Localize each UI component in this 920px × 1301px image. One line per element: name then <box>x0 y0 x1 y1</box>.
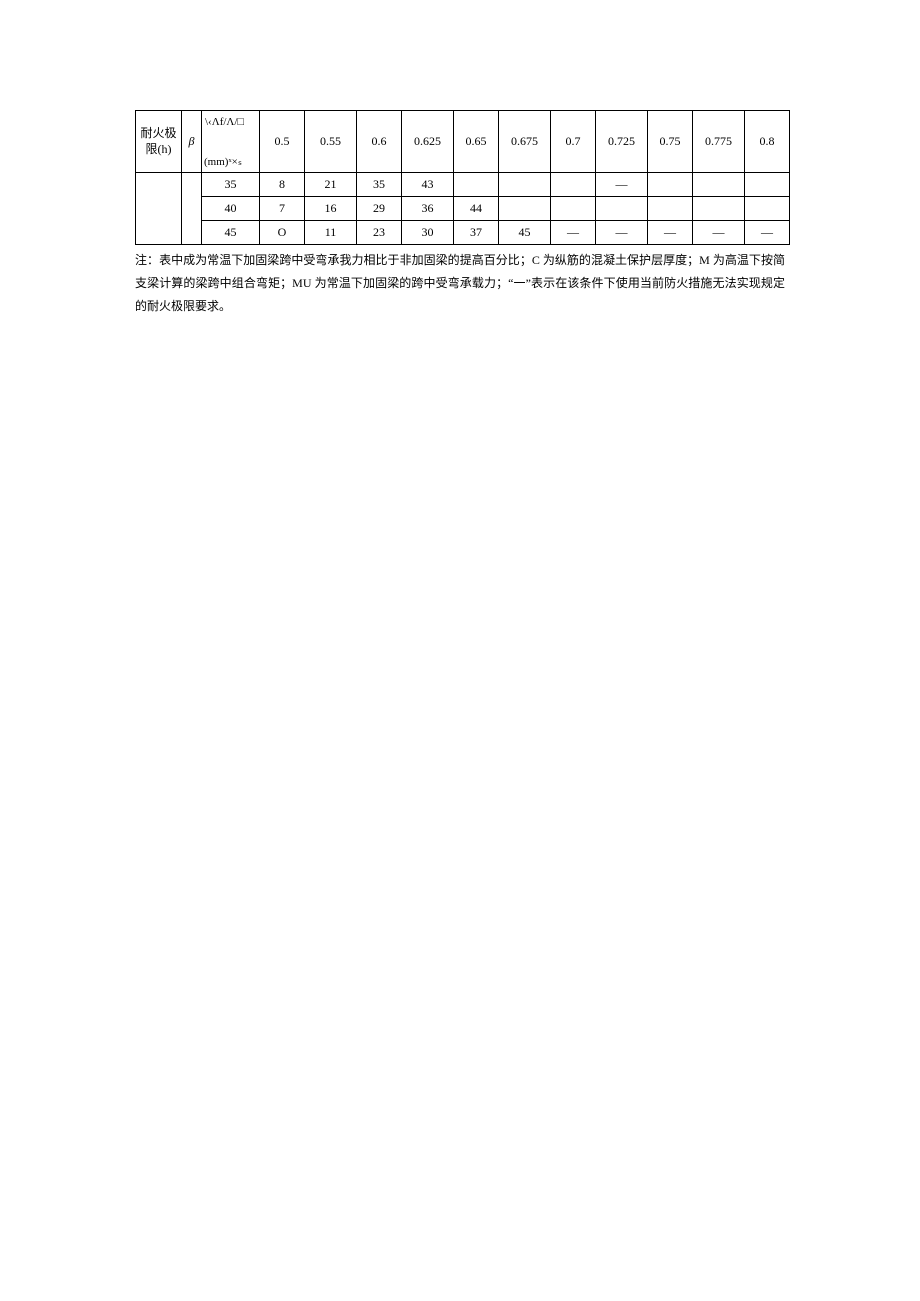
formula-bottom: (mm)ˣ×ₛ <box>204 155 242 169</box>
row1-v9 <box>693 197 745 221</box>
header-val-0: 0.5 <box>260 111 305 173</box>
row2-v8: — <box>648 221 693 245</box>
header-val-3: 0.625 <box>402 111 454 173</box>
header-beta: β <box>182 111 202 173</box>
header-fire-limit: 耐火极限(h) <box>136 111 182 173</box>
row0-v8 <box>648 173 693 197</box>
header-formula: \‹Λf/Λ/□ (mm)ˣ×ₛ <box>202 111 260 173</box>
table-note: 注：表中成为常温下加固梁跨中受弯承我力相比于非加固梁的提高百分比；C 为纵筋的混… <box>135 249 785 317</box>
row2-v3: 30 <box>402 221 454 245</box>
row1-v8 <box>648 197 693 221</box>
row0-v3: 43 <box>402 173 454 197</box>
row0-v0: 8 <box>260 173 305 197</box>
row0-v6 <box>551 173 596 197</box>
row1-v2: 29 <box>357 197 402 221</box>
row0-v10 <box>745 173 790 197</box>
row2-v9: — <box>693 221 745 245</box>
row1-v3: 36 <box>402 197 454 221</box>
row2-v6: — <box>551 221 596 245</box>
row2-v10: — <box>745 221 790 245</box>
header-val-9: 0.775 <box>693 111 745 173</box>
row1-v4: 44 <box>454 197 499 221</box>
row0-v5 <box>499 173 551 197</box>
row0-v9 <box>693 173 745 197</box>
row0-c: 35 <box>202 173 260 197</box>
row1-v7 <box>596 197 648 221</box>
header-val-8: 0.75 <box>648 111 693 173</box>
row2-v4: 37 <box>454 221 499 245</box>
row2-v7: — <box>596 221 648 245</box>
row1-v6 <box>551 197 596 221</box>
row1-v1: 16 <box>305 197 357 221</box>
row2-v2: 23 <box>357 221 402 245</box>
row-label-blank <box>136 173 182 245</box>
note-label: 注： <box>135 253 159 267</box>
row1-v0: 7 <box>260 197 305 221</box>
row1-v10 <box>745 197 790 221</box>
header-val-1: 0.55 <box>305 111 357 173</box>
row0-v7: — <box>596 173 648 197</box>
table-row: 40 7 16 29 36 44 <box>136 197 790 221</box>
header-val-6: 0.7 <box>551 111 596 173</box>
row0-v1: 21 <box>305 173 357 197</box>
row0-v2: 35 <box>357 173 402 197</box>
row2-v1: 11 <box>305 221 357 245</box>
row2-c: 45 <box>202 221 260 245</box>
header-val-4: 0.65 <box>454 111 499 173</box>
note-text: 表中成为常温下加固梁跨中受弯承我力相比于非加固梁的提高百分比；C 为纵筋的混凝土… <box>135 253 785 313</box>
header-val-10: 0.8 <box>745 111 790 173</box>
fire-resistance-table: 耐火极限(h) β \‹Λf/Λ/□ (mm)ˣ×ₛ 0.5 0.55 0.6 … <box>135 110 790 245</box>
row2-v0: O <box>260 221 305 245</box>
header-val-5: 0.675 <box>499 111 551 173</box>
row-beta-blank <box>182 173 202 245</box>
formula-top: \‹Λf/Λ/□ <box>205 115 244 129</box>
table-row: 35 8 21 35 43 — <box>136 173 790 197</box>
row0-v4 <box>454 173 499 197</box>
row1-v5 <box>499 197 551 221</box>
table-row: 45 O 11 23 30 37 45 — — — — — <box>136 221 790 245</box>
header-val-7: 0.725 <box>596 111 648 173</box>
row2-v5: 45 <box>499 221 551 245</box>
row1-c: 40 <box>202 197 260 221</box>
header-val-2: 0.6 <box>357 111 402 173</box>
